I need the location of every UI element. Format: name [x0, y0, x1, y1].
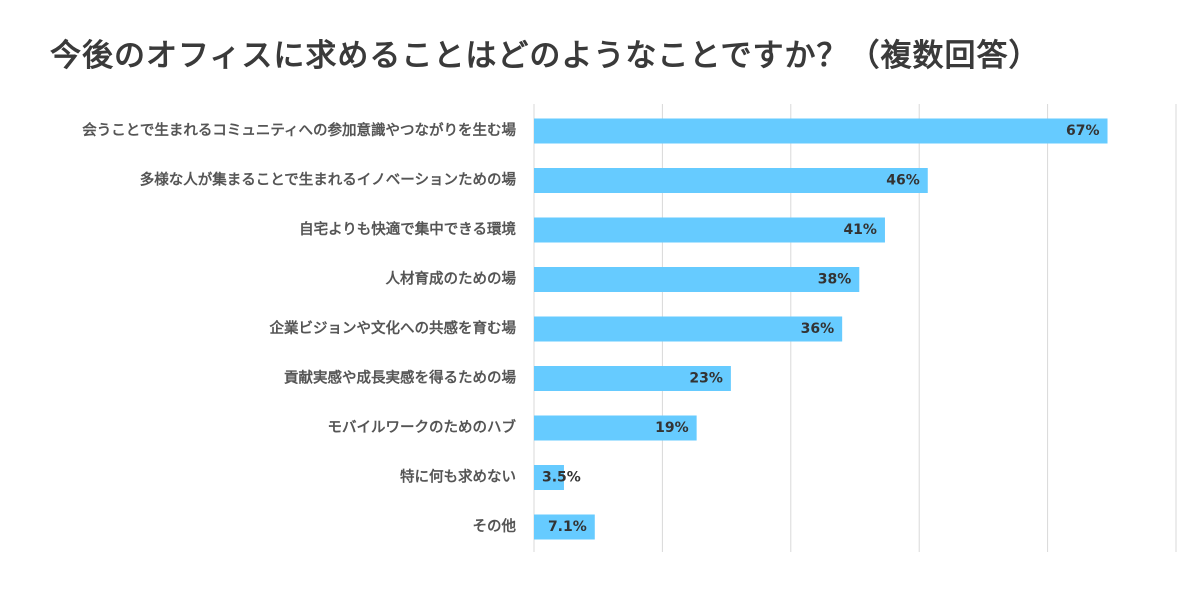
bars: [534, 118, 1108, 540]
category-label: 自宅よりも快適で集中できる環境: [299, 220, 516, 238]
bar: [534, 118, 1108, 144]
category-label: モバイルワークのためのハブ: [328, 418, 517, 436]
bar: [534, 168, 928, 193]
bar: [534, 366, 731, 391]
value-label: 46%: [886, 173, 920, 189]
category-label: 企業ビジョンや文化への共感を育む場: [269, 319, 517, 337]
category-label: 特に何も求めない: [400, 468, 516, 486]
category-label: 会うことで生まれるコミュニティへの参加意識やつながりを生む場: [82, 121, 516, 139]
value-label: 23%: [689, 371, 723, 387]
value-label: 3.5%: [542, 470, 581, 486]
category-label: 多様な人が集まることで生まれるイノベーションための場: [140, 171, 517, 189]
value-label: 36%: [801, 321, 835, 337]
value-label: 7.1%: [548, 519, 587, 535]
value-labels: 67% 46% 41% 38% 36% 23% 19% 3.5% 7.1%: [542, 123, 1100, 535]
bar: [534, 415, 697, 441]
category-label: 貢献実感や成長実感を得るための場: [284, 369, 516, 387]
category-labels: 会うことで生まれるコミュニティへの参加意識やつながりを生む場多様な人が集まること…: [82, 121, 516, 535]
chart-title: 今後のオフィスに求めることはどのようなことですか？（複数回答）: [50, 38, 1041, 74]
value-label: 19%: [655, 420, 689, 436]
category-label: 人材育成のための場: [386, 270, 517, 288]
category-label: その他: [473, 517, 517, 535]
bar: [534, 267, 860, 292]
value-label: 67%: [1066, 123, 1100, 139]
value-label: 41%: [843, 222, 877, 238]
value-label: 38%: [818, 272, 852, 288]
bar: [534, 465, 564, 490]
bar: [534, 514, 595, 540]
bar: [534, 316, 843, 342]
bar: [534, 217, 885, 243]
